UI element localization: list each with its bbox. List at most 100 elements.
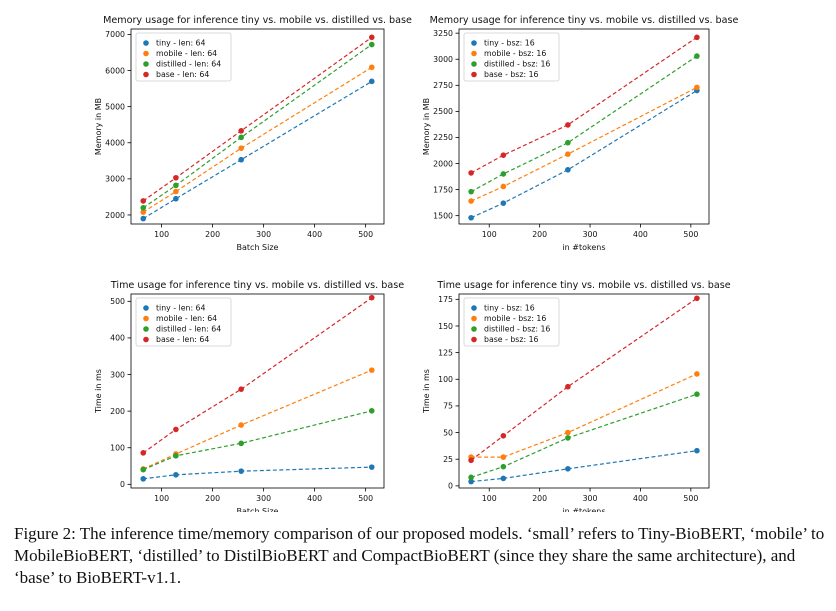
y-tick-label: 25: [443, 455, 453, 464]
y-tick-label: 1750: [433, 185, 453, 194]
legend-marker-mobile: [471, 50, 477, 57]
data-point-distilled: [500, 463, 507, 470]
y-tick-label: 150: [438, 322, 453, 331]
legend-label-mobile: mobile - len: 64: [156, 49, 217, 58]
y-axis-label: Memory in MB: [94, 98, 103, 155]
data-point-distilled: [140, 466, 147, 473]
legend-label-base: base - len: 64: [156, 335, 209, 344]
x-tick-label: 400: [633, 230, 648, 239]
figure-caption: Figure 2: The inference time/memory comp…: [14, 524, 825, 587]
chart-title: Memory usage for inference tiny vs. mobi…: [430, 15, 739, 26]
y-tick-label: 125: [438, 348, 453, 357]
x-axis-label: in #tokens: [562, 507, 605, 512]
y-tick-label: 6000: [105, 66, 125, 75]
data-point-tiny: [468, 478, 474, 485]
time-tokens-chart: Time usage for inference tiny vs. mobile…: [422, 280, 731, 512]
data-point-mobile: [368, 367, 375, 373]
data-point-mobile: [468, 198, 474, 204]
y-axis-label: Time in ms: [422, 369, 431, 414]
chart-title: Time usage for inference tiny vs. mobile…: [436, 280, 730, 291]
data-point-distilled: [468, 474, 474, 481]
x-tick-label: 400: [307, 230, 322, 239]
data-point-mobile: [500, 454, 507, 460]
data-point-base: [368, 294, 375, 301]
series-line-tiny: [143, 466, 372, 480]
legend-marker-distilled: [143, 326, 149, 332]
legend-label-base: base - bsz: 16: [484, 70, 539, 79]
y-tick-label: 3000: [105, 175, 125, 184]
data-point-mobile: [368, 64, 375, 71]
data-point-mobile: [694, 371, 700, 377]
y-tick-label: 100: [438, 375, 453, 384]
legend-label-distilled: distilled - bsz: 16: [484, 325, 550, 334]
data-point-base: [468, 457, 474, 464]
x-axis-label: Batch Size: [237, 507, 279, 512]
series-line-base: [470, 36, 698, 174]
legend-marker-distilled: [471, 326, 477, 332]
legend-label-distilled: distilled - len: 64: [156, 325, 221, 334]
y-tick-label: 500: [110, 297, 125, 306]
y-tick-label: 2500: [433, 107, 453, 116]
data-point-distilled: [368, 407, 375, 414]
data-point-distilled: [173, 452, 179, 459]
data-point-mobile: [140, 209, 147, 215]
x-tick-label: 500: [358, 230, 373, 239]
legend-label-base: base - len: 64: [156, 70, 209, 79]
legend-marker-tiny: [143, 305, 149, 311]
legend-marker-base: [471, 71, 477, 78]
data-point-mobile: [694, 84, 700, 91]
legend-marker-distilled: [143, 61, 149, 67]
y-tick-label: 2000: [433, 159, 453, 168]
series-line-base: [142, 297, 373, 454]
legend-marker-base: [143, 336, 149, 343]
y-tick-label: 7000: [105, 30, 125, 39]
data-point-tiny: [238, 156, 244, 163]
x-tick-label: 300: [583, 494, 598, 503]
y-axis-label: Time in ms: [94, 369, 103, 414]
legend-label-distilled: distilled - len: 64: [156, 60, 221, 69]
plot-frame: [130, 28, 385, 225]
legend-label-tiny: tiny - bsz: 16: [484, 304, 535, 313]
data-point-base: [468, 170, 474, 176]
y-tick-label: 1500: [433, 211, 453, 220]
data-point-base: [238, 386, 244, 392]
y-tick-label: 5000: [105, 102, 125, 111]
data-point-distilled: [173, 182, 179, 189]
legend-marker-distilled: [471, 61, 477, 67]
series-line-distilled: [142, 410, 372, 471]
y-tick-label: 50: [443, 428, 453, 437]
data-point-mobile: [173, 188, 179, 195]
x-tick-label: 500: [358, 494, 373, 503]
x-tick-label: 400: [633, 494, 648, 503]
x-tick-label: 500: [683, 494, 698, 503]
series-line-mobile: [142, 369, 373, 470]
x-tick-label: 500: [683, 230, 698, 239]
legend-marker-tiny: [471, 40, 477, 46]
data-point-distilled: [694, 53, 700, 59]
series-line-distilled: [470, 55, 698, 193]
plot-frame: [458, 293, 710, 489]
legend-label-mobile: mobile - len: 64: [156, 314, 217, 323]
series-line-mobile: [470, 86, 698, 202]
data-point-base: [173, 174, 179, 181]
data-point-tiny: [500, 200, 507, 206]
series-line-mobile: [471, 373, 698, 458]
data-point-base: [565, 122, 571, 128]
data-point-distilled: [238, 134, 244, 141]
data-point-distilled: [565, 139, 571, 146]
data-point-base: [368, 34, 375, 41]
data-point-tiny: [468, 214, 474, 221]
y-tick-label: 2000: [105, 211, 125, 220]
data-point-mobile: [238, 145, 244, 151]
x-tick-label: 300: [256, 230, 271, 239]
data-point-tiny: [368, 464, 375, 470]
data-point-base: [140, 198, 147, 204]
legend-label-mobile: mobile - bsz: 16: [484, 49, 546, 58]
y-tick-label: 75: [443, 402, 453, 411]
legend-label-tiny: tiny - bsz: 16: [484, 39, 535, 48]
data-point-distilled: [565, 435, 571, 441]
